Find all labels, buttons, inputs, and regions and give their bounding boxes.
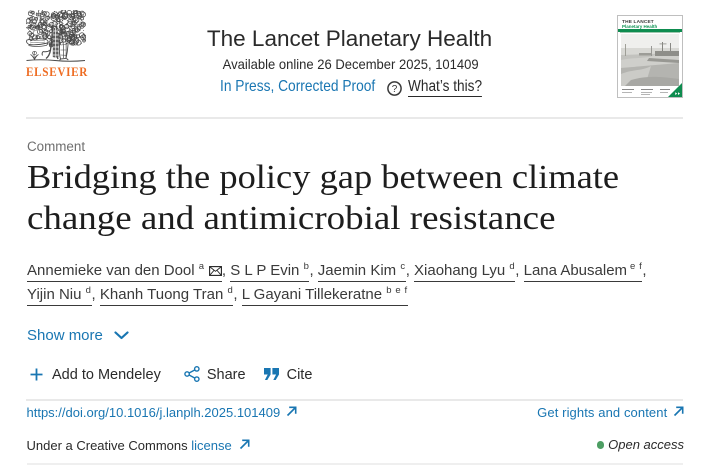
svg-text:?: ? [392, 84, 398, 95]
